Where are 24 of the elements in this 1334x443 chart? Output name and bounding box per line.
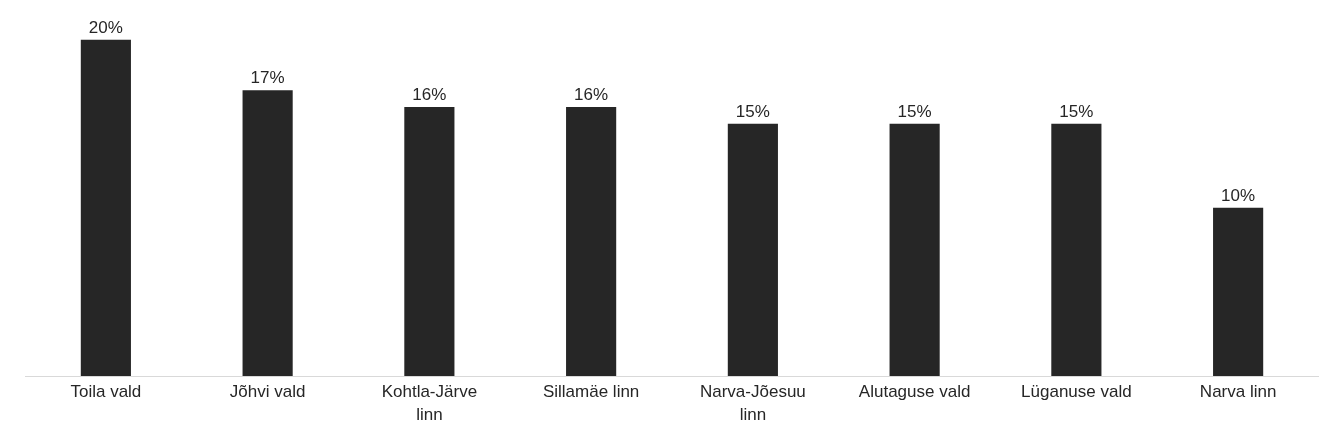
x-tick-label: Narva linn: [1199, 382, 1277, 402]
bar: [566, 106, 617, 376]
data-label: 16%: [574, 84, 609, 104]
data-label: 17%: [250, 68, 285, 88]
x-tick-label: Sillamäe linn: [542, 382, 640, 402]
data-label: 15%: [735, 101, 770, 121]
bar: [1213, 207, 1264, 376]
x-tick-label: Kohtla-Järve linn: [381, 382, 478, 424]
x-tick-label: Narva-Jõesuu linn: [699, 382, 806, 424]
bar: [727, 123, 778, 376]
data-label: 15%: [1059, 101, 1094, 121]
bar: [80, 39, 131, 376]
x-tick-label: Alutaguse vald: [858, 382, 971, 402]
bar: [242, 90, 293, 376]
x-tick-label: Lüganuse vald: [1021, 382, 1132, 402]
data-label: 15%: [897, 101, 932, 121]
bar: [889, 123, 940, 376]
data-label: 10%: [1221, 185, 1256, 205]
x-tick-label: Toila vald: [70, 382, 142, 402]
bar: [1051, 123, 1102, 376]
data-label: 20%: [88, 17, 123, 37]
bar: [404, 106, 455, 376]
data-label: 16%: [412, 84, 447, 104]
x-tick-label: Jõhvi vald: [229, 382, 306, 402]
